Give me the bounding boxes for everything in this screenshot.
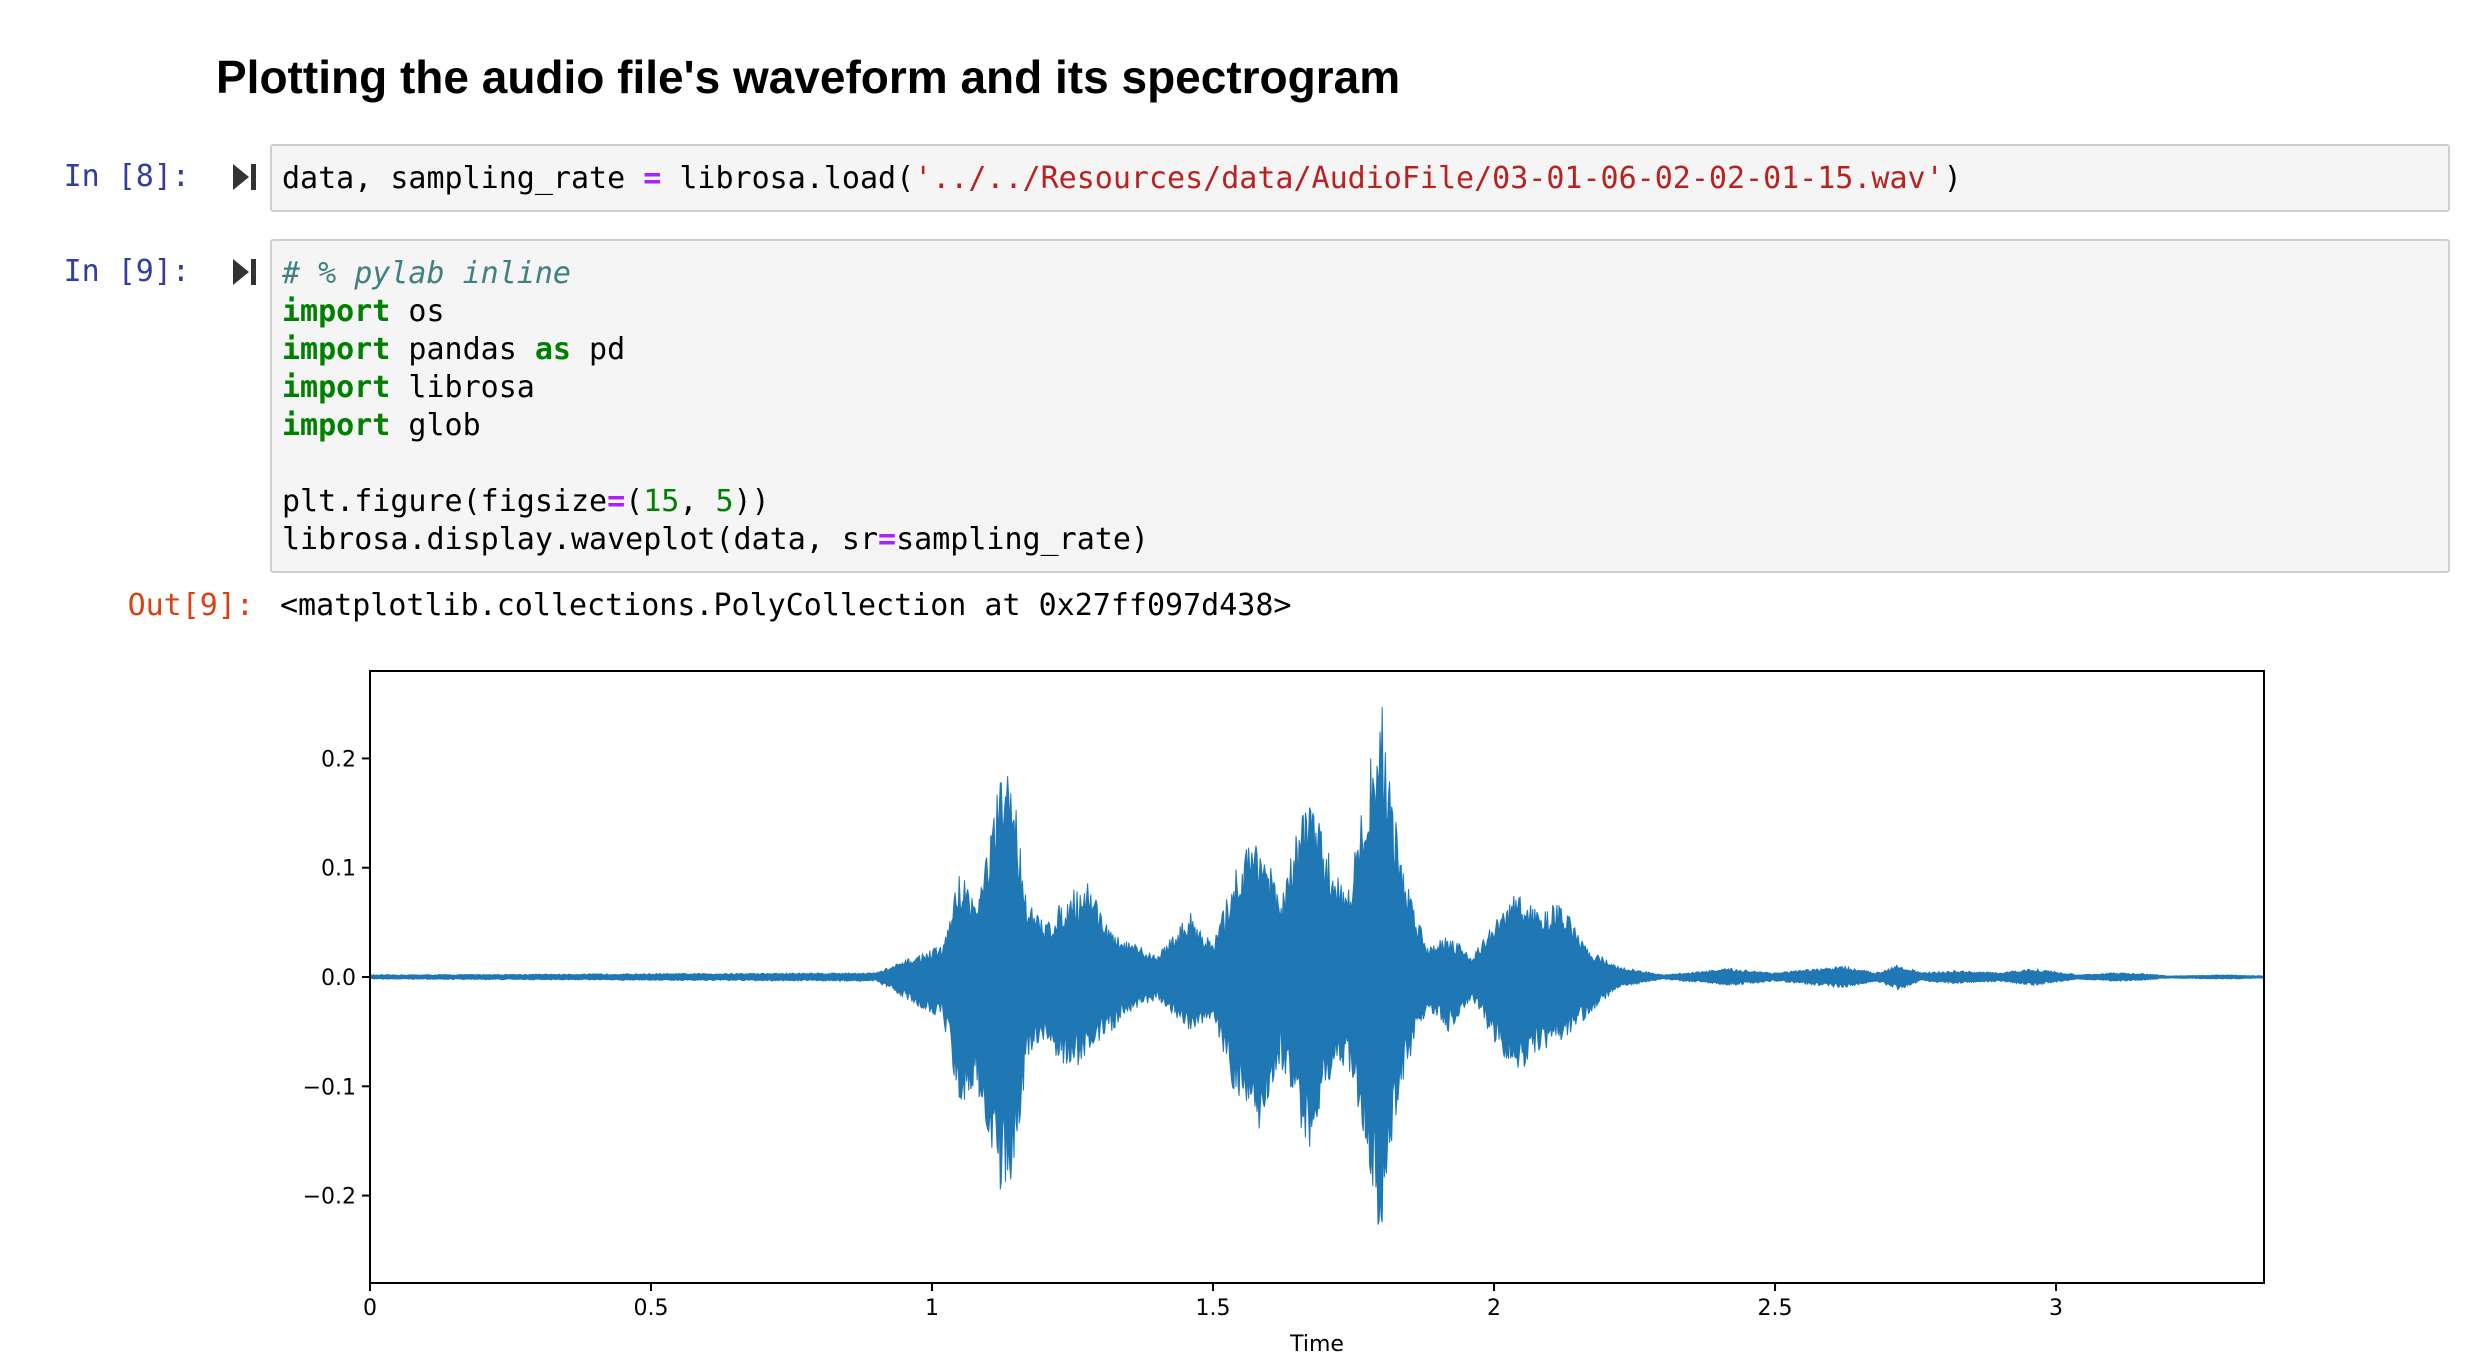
code-token: glob xyxy=(390,408,481,443)
code-token: librosa.display.waveplot(data, sr xyxy=(282,522,879,557)
code-token: pandas xyxy=(390,332,535,367)
cell-2-prompt: In [9]: xyxy=(63,254,190,289)
code-token: , xyxy=(679,484,716,519)
x-tick-label: 3 xyxy=(2049,1296,2063,1321)
code-token: ) xyxy=(1943,161,1962,196)
code-token: )) xyxy=(733,484,770,519)
x-axis-label: Time xyxy=(1289,1332,1344,1357)
x-tick-label: 2 xyxy=(1487,1296,1501,1321)
x-tick-label: 2.5 xyxy=(1758,1296,1793,1321)
code-token: pd xyxy=(571,332,626,367)
code-token: = xyxy=(878,522,897,557)
x-tick-label: 0 xyxy=(363,1296,377,1321)
code-token: # % pylab inline xyxy=(282,256,571,291)
y-tick-label: 0.1 xyxy=(321,857,356,882)
code-token: data, sampling_rate xyxy=(282,161,644,196)
code-token: librosa.load( xyxy=(661,161,915,196)
code-cell-1[interactable]: data, sampling_rate = librosa.load('../.… xyxy=(270,144,2450,212)
waveform-area xyxy=(369,707,2265,1225)
code-token: import xyxy=(282,294,391,329)
code-cell-2[interactable]: # % pylab inline import os import pandas… xyxy=(270,239,2450,573)
y-tick-label: 0.2 xyxy=(321,747,356,772)
code-token: sampling_rate) xyxy=(896,522,1149,557)
y-tick-label: −0.2 xyxy=(303,1185,356,1210)
code-token: = xyxy=(643,161,662,196)
code-token: plt.figure(figsize xyxy=(282,484,608,519)
code-token: import xyxy=(282,332,391,367)
code-cell-1-source[interactable]: data, sampling_rate = librosa.load('../.… xyxy=(272,160,2448,198)
y-tick-label: 0.0 xyxy=(321,966,356,991)
x-tick-label: 0.5 xyxy=(634,1296,669,1321)
code-token: '../../Resources/data/AudioFile/03-01-06… xyxy=(914,161,1944,196)
code-token: import xyxy=(282,408,391,443)
waveform-chart: 0 0.5 1 1.5 2 2.5 3 0.2 0.1 0.0 −0.1 −0.2 Time xyxy=(303,670,2265,1357)
code-token: = xyxy=(607,484,626,519)
output-prompt: Out[9]: xyxy=(127,588,254,623)
run-cell-1-icon[interactable] xyxy=(231,161,259,193)
code-token: os xyxy=(390,294,445,329)
code-token: librosa xyxy=(390,370,535,405)
y-tick-label: −0.1 xyxy=(303,1075,356,1100)
code-token: 5 xyxy=(715,484,734,519)
section-heading: Plotting the audio file's waveform and i… xyxy=(216,51,1401,103)
code-token: 15 xyxy=(643,484,680,519)
code-token: as xyxy=(534,332,571,367)
run-cell-2-icon[interactable] xyxy=(231,256,259,288)
x-tick-label: 1 xyxy=(925,1296,939,1321)
code-cell-2-source[interactable]: # % pylab inline import os import pandas… xyxy=(272,255,2448,559)
code-token: ( xyxy=(625,484,644,519)
output-text: <matplotlib.collections.PolyCollection a… xyxy=(280,588,1292,623)
cell-1-prompt: In [8]: xyxy=(63,159,190,194)
x-tick-label: 1.5 xyxy=(1196,1296,1231,1321)
code-token: import xyxy=(282,370,391,405)
